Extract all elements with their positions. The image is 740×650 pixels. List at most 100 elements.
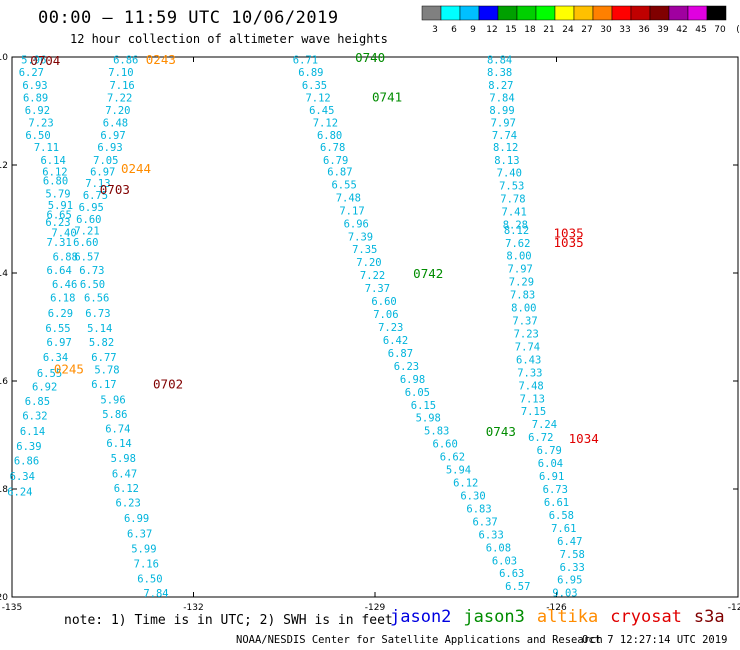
y-tick-label: 10	[0, 53, 8, 63]
wave-height-value: 6.24	[7, 487, 32, 499]
wave-height-value: 7.62	[505, 238, 530, 250]
wave-height-value: 8.13	[494, 155, 519, 167]
wave-height-value: 6.60	[73, 237, 98, 249]
wave-height-value: 6.50	[25, 130, 50, 142]
y-tick-label: 20	[0, 593, 8, 603]
wave-height-value: 7.06	[373, 309, 398, 321]
pass-time-label: 0702	[153, 377, 183, 392]
colorbar-swatch	[478, 5, 499, 21]
wave-height-value: 6.80	[317, 130, 342, 142]
wave-height-value: 6.95	[557, 575, 582, 587]
wave-height-value: 5.96	[21, 55, 46, 67]
wave-height-value: 7.84	[489, 93, 514, 105]
wave-height-value: 6.17	[91, 379, 116, 391]
pass-time-label: 0704	[30, 53, 60, 68]
wave-height-value: 7.13	[85, 178, 110, 190]
wave-height-value: 6.05	[405, 387, 430, 399]
y-tick-label: 12	[0, 161, 8, 171]
wave-height-value: 6.23	[394, 361, 419, 373]
wave-height-value: 6.03	[492, 555, 517, 567]
wave-height-value: 8.12	[504, 225, 529, 237]
wave-height-value: 6.97	[100, 130, 125, 142]
wave-height-value: 6.34	[43, 352, 68, 364]
wave-height-value: 8.12	[493, 142, 518, 154]
wave-height-value: 7.61	[551, 523, 576, 535]
wave-height-value: 6.74	[105, 424, 130, 436]
colorbar-swatch	[687, 5, 708, 21]
wave-height-value: 7.29	[509, 277, 534, 289]
wave-height-value: 6.73	[543, 484, 568, 496]
wave-height-value: 6.14	[106, 438, 131, 450]
colorbar-swatch	[421, 5, 442, 21]
wave-height-value: 8.84	[487, 55, 512, 67]
wave-height-value: 6.47	[557, 536, 582, 548]
y-tick-label: 16	[0, 377, 8, 387]
wave-height-value: 7.40	[497, 168, 522, 180]
wave-height-value: 7.74	[492, 130, 517, 142]
wave-height-value: 7.16	[109, 80, 134, 92]
wave-height-value: 6.86	[113, 55, 138, 67]
wave-height-value: 6.71	[293, 55, 318, 67]
colorbar-swatch	[573, 5, 594, 21]
wave-height-value: 6.15	[411, 400, 436, 412]
colorbar-label: 24	[562, 25, 574, 35]
wave-height-value: 6.37	[472, 516, 497, 528]
colorbar-label: 39	[657, 25, 669, 35]
wave-height-value: 5.14	[87, 323, 112, 335]
pass-time-label: 0741	[372, 89, 402, 104]
pass-time-label: 1035	[554, 226, 584, 241]
colorbar-swatch	[459, 5, 480, 21]
wave-height-value: 5.78	[94, 365, 119, 377]
wave-height-value: 7.78	[500, 193, 525, 205]
colorbar-label: 12	[486, 25, 497, 35]
wave-height-value: 6.12	[114, 483, 139, 495]
wave-height-value: 5.98	[111, 453, 136, 465]
colorbar-label: (ft)	[736, 25, 740, 35]
wave-height-value: 6.72	[528, 432, 553, 444]
wave-height-value: 6.98	[400, 374, 425, 386]
wave-height-value: 7.15	[521, 406, 546, 418]
wave-height-value: 6.08	[486, 542, 511, 554]
pass-time-label: 0743	[486, 424, 516, 439]
wave-height-value: 8.28	[503, 219, 528, 231]
wave-height-value: 7.23	[378, 322, 403, 334]
x-tick-label: -135	[2, 603, 22, 613]
generated-date: Oct 7 12:27:14 UTC 2019	[582, 634, 728, 646]
wave-height-value: 6.18	[50, 292, 75, 304]
colorbar-label: 9	[470, 25, 476, 35]
wave-height-value: 7.33	[517, 367, 542, 379]
wave-height-value: 6.92	[25, 105, 50, 117]
wave-height-value: 7.23	[28, 117, 53, 129]
chart-title: 00:00 – 11:59 UTC 10/06/2019	[38, 8, 339, 28]
wave-height-value: 7.22	[107, 93, 132, 105]
wave-height-value: 6.79	[537, 445, 562, 457]
wave-height-value: 6.97	[47, 337, 72, 349]
wave-height-value: 7.84	[143, 588, 168, 600]
wave-height-value: 6.60	[371, 296, 396, 308]
wave-height-value: 6.50	[80, 279, 105, 291]
wave-height-value: 6.57	[505, 581, 530, 593]
x-tick-label: -132	[183, 603, 203, 613]
legend-s3a: s3a	[693, 607, 725, 627]
wave-height-value: 6.57	[74, 251, 99, 263]
wave-height-value: 7.31	[47, 237, 72, 249]
colorbar-swatch	[592, 5, 613, 21]
wave-height-value: 6.12	[453, 478, 478, 490]
wave-height-value: 7.40	[51, 228, 76, 240]
wave-height-value: 5.79	[45, 189, 70, 201]
wave-height-value: 6.45	[309, 105, 334, 117]
wave-height-value: 5.82	[89, 337, 114, 349]
wave-height-value: 7.21	[74, 225, 99, 237]
legend-cryosat: cryosat	[610, 607, 682, 627]
wave-height-value: 8.00	[506, 251, 531, 263]
wave-height-value: 6.48	[103, 117, 128, 129]
wave-height-value: 6.12	[42, 166, 67, 178]
wave-height-value: 7.22	[360, 270, 385, 282]
pass-time-label: 0742	[413, 266, 443, 281]
colorbar-label: 21	[543, 25, 554, 35]
wave-height-value: 6.33	[479, 529, 504, 541]
colorbar-label: 3	[432, 25, 438, 35]
y-tick-label: 14	[0, 269, 8, 279]
wave-height-value: 7.74	[515, 341, 540, 353]
